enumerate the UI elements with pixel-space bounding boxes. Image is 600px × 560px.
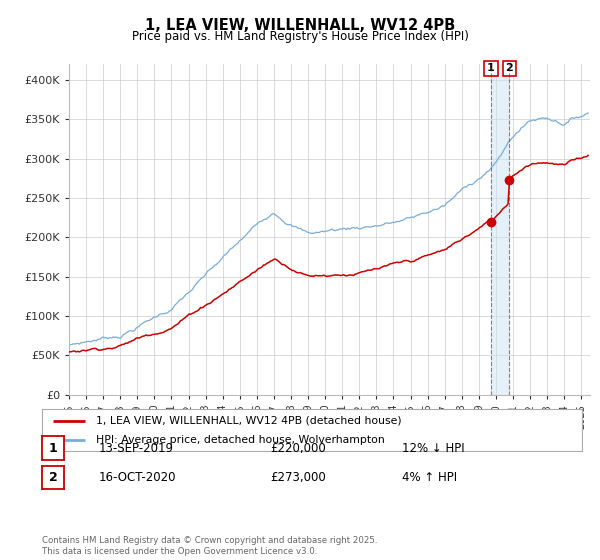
Text: 1: 1 bbox=[49, 442, 58, 455]
Text: 4% ↑ HPI: 4% ↑ HPI bbox=[402, 471, 457, 484]
Text: £273,000: £273,000 bbox=[270, 471, 326, 484]
Text: 1, LEA VIEW, WILLENHALL, WV12 4PB (detached house): 1, LEA VIEW, WILLENHALL, WV12 4PB (detac… bbox=[96, 416, 401, 426]
Text: £220,000: £220,000 bbox=[270, 442, 326, 455]
Text: Price paid vs. HM Land Registry's House Price Index (HPI): Price paid vs. HM Land Registry's House … bbox=[131, 30, 469, 43]
Text: 1: 1 bbox=[487, 63, 495, 73]
Text: 1, LEA VIEW, WILLENHALL, WV12 4PB: 1, LEA VIEW, WILLENHALL, WV12 4PB bbox=[145, 18, 455, 32]
Text: 13-SEP-2019: 13-SEP-2019 bbox=[99, 442, 174, 455]
Text: 16-OCT-2020: 16-OCT-2020 bbox=[99, 471, 176, 484]
Text: 2: 2 bbox=[49, 471, 58, 484]
Text: 12% ↓ HPI: 12% ↓ HPI bbox=[402, 442, 464, 455]
Text: HPI: Average price, detached house, Wolverhampton: HPI: Average price, detached house, Wolv… bbox=[96, 435, 385, 445]
Text: 2: 2 bbox=[505, 63, 513, 73]
Text: Contains HM Land Registry data © Crown copyright and database right 2025.
This d: Contains HM Land Registry data © Crown c… bbox=[42, 536, 377, 556]
Bar bbox=[491, 64, 509, 395]
